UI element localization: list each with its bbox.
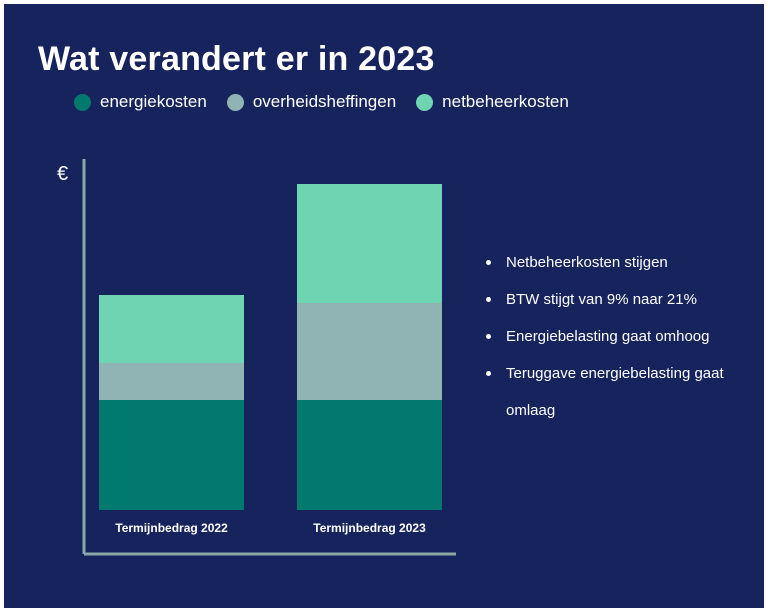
slide: Wat verandert er in 2023 energiekosten o…	[4, 4, 764, 608]
legend-item-netbeheerkosten: netbeheerkosten	[416, 92, 569, 112]
bar-segment-netbeheerkosten	[99, 295, 244, 363]
bullet-item: Teruggave energiebelasting gaat omlaag	[484, 355, 746, 429]
x-tick-label: Termijnbedrag 2022	[115, 521, 228, 535]
chart-legend: energiekosten overheidsheffingen netbehe…	[74, 92, 589, 112]
legend-item-energiekosten: energiekosten	[74, 92, 207, 112]
legend-label-energiekosten: energiekosten	[100, 92, 207, 111]
legend-marker-energiekosten	[74, 93, 91, 111]
legend-item-overheidsheffingen: overheidsheffingen	[226, 92, 397, 112]
bar-segment-energiekosten	[99, 400, 244, 510]
stacked-bar-chart: € Termijnbedrag 2022 Termijnbedrag 2023	[57, 159, 456, 556]
bullet-item: BTW stijgt van 9% naar 21%	[484, 281, 746, 318]
bar-segment-overheidsheffingen	[297, 303, 442, 400]
legend-label-overheidsheffingen: overheidsheffingen	[252, 92, 397, 111]
x-tick-label: Termijnbedrag 2023	[313, 521, 426, 535]
bar-segment-energiekosten	[297, 400, 442, 510]
bars-group	[99, 184, 442, 510]
bullet-item: Energiebelasting gaat omhoog	[484, 318, 746, 355]
bullet-item: Netbeheerkosten stijgen	[484, 244, 746, 281]
bar-segment-overheidsheffingen	[99, 363, 244, 400]
page-title: Wat verandert er in 2023	[38, 40, 435, 78]
legend-marker-overheidsheffingen	[226, 93, 244, 111]
legend-marker-netbeheerkosten	[416, 93, 434, 111]
y-axis-label: €	[57, 163, 68, 185]
bullet-list: Netbeheerkosten stijgen BTW stijgt van 9…	[484, 244, 746, 429]
x-tick-labels: Termijnbedrag 2022 Termijnbedrag 2023	[115, 521, 426, 535]
legend-label-netbeheerkosten: netbeheerkosten	[442, 92, 569, 111]
bar-segment-netbeheerkosten	[297, 184, 442, 303]
